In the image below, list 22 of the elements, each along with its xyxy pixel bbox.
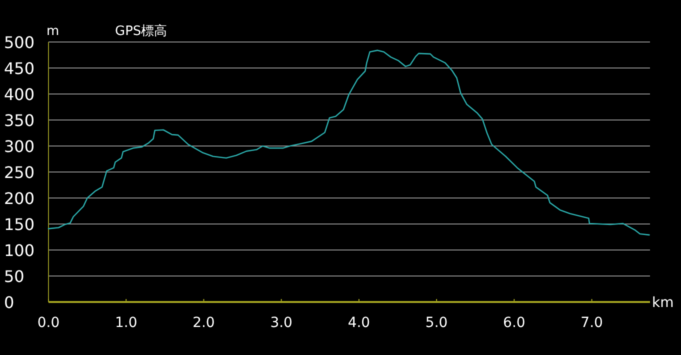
x-axis-title: km	[652, 295, 674, 311]
x-tick-label: 0.0	[37, 315, 60, 331]
x-tick-label: 7.0	[580, 315, 603, 331]
x-tick-label: 2.0	[192, 315, 215, 331]
x-tick-label: 5.0	[425, 315, 448, 331]
y-axis-title: m	[46, 24, 60, 39]
y-tick-label: 200	[4, 189, 35, 208]
x-tick-label: 3.0	[270, 315, 292, 331]
y-tick-label: 300	[4, 137, 35, 156]
y-tick-label: 150	[4, 215, 35, 234]
y-tick-label: 350	[4, 111, 35, 130]
x-tick-label: 1.0	[114, 315, 138, 331]
y-tick-label: 400	[4, 85, 35, 104]
x-tick-label: 6.0	[503, 315, 526, 331]
y-tick-label: 0	[4, 293, 14, 312]
y-tick-label: 450	[4, 59, 35, 78]
chart-title: GPS標高	[115, 23, 168, 39]
y-tick-label: 50	[4, 267, 24, 286]
y-tick-label: 100	[4, 241, 35, 260]
y-tick-label: 250	[4, 163, 35, 182]
x-tick-label: 4.0	[348, 315, 370, 331]
y-tick-label: 500	[4, 33, 35, 52]
